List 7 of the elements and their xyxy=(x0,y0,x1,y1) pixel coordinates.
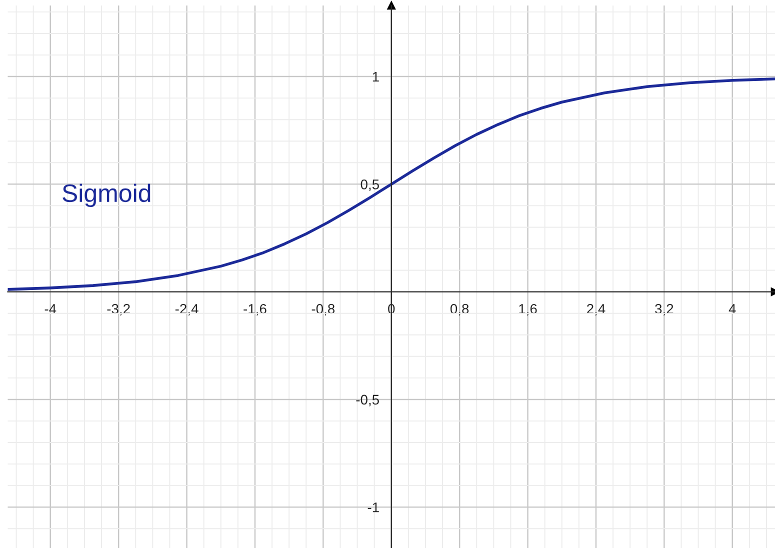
y-tick-label: -0,5 xyxy=(356,394,379,406)
y-tick-label: -1 xyxy=(368,502,379,512)
x-tick-label: -4 xyxy=(44,304,56,314)
y-tick-label: 0,5 xyxy=(360,180,379,191)
y-tick-label: 1 xyxy=(372,72,379,82)
annotation: Sigmoid xyxy=(62,184,150,208)
x-tick-label: 4 xyxy=(728,304,736,314)
